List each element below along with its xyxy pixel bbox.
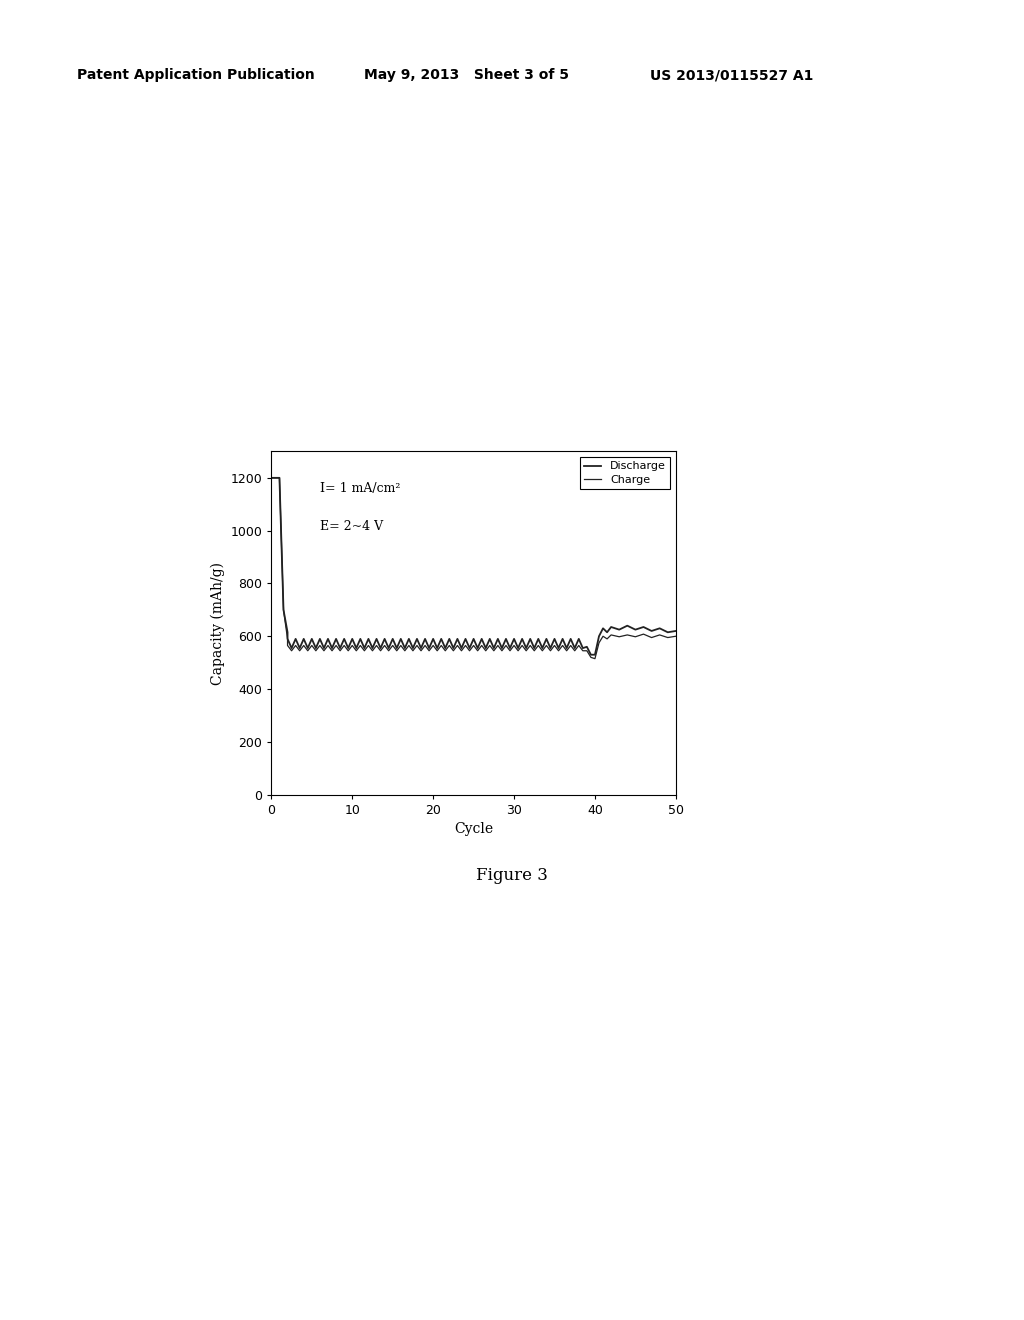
- Charge: [265, 470, 278, 486]
- Line: Charge: Charge: [271, 478, 676, 659]
- Text: May 9, 2013   Sheet 3 of 5: May 9, 2013 Sheet 3 of 5: [364, 69, 568, 82]
- Discharge: [524, 631, 537, 647]
- Charge: [452, 638, 464, 653]
- Charge: [313, 638, 326, 653]
- Text: Patent Application Publication: Patent Application Publication: [77, 69, 314, 82]
- Charge: [326, 643, 338, 659]
- Discharge: [265, 470, 278, 486]
- Charge: [524, 638, 537, 653]
- Discharge: [342, 640, 354, 656]
- Discharge: [585, 647, 597, 663]
- Charge: [670, 628, 682, 644]
- Legend: Discharge, Charge: Discharge, Charge: [580, 457, 671, 490]
- Discharge: [313, 631, 326, 647]
- Text: I= 1 mA/cm²: I= 1 mA/cm²: [319, 482, 400, 495]
- Discharge: [560, 640, 572, 656]
- Charge: [560, 643, 572, 659]
- Discharge: [670, 623, 682, 639]
- Y-axis label: Capacity (mAh/g): Capacity (mAh/g): [211, 561, 225, 685]
- Discharge: [452, 631, 464, 647]
- X-axis label: Cycle: Cycle: [454, 822, 494, 837]
- Discharge: [326, 640, 338, 656]
- Line: Discharge: Discharge: [271, 478, 676, 655]
- Charge: [589, 651, 601, 667]
- Text: E= 2~4 V: E= 2~4 V: [319, 520, 383, 533]
- Text: Figure 3: Figure 3: [476, 867, 548, 883]
- Charge: [342, 643, 354, 659]
- Text: US 2013/0115527 A1: US 2013/0115527 A1: [650, 69, 814, 82]
